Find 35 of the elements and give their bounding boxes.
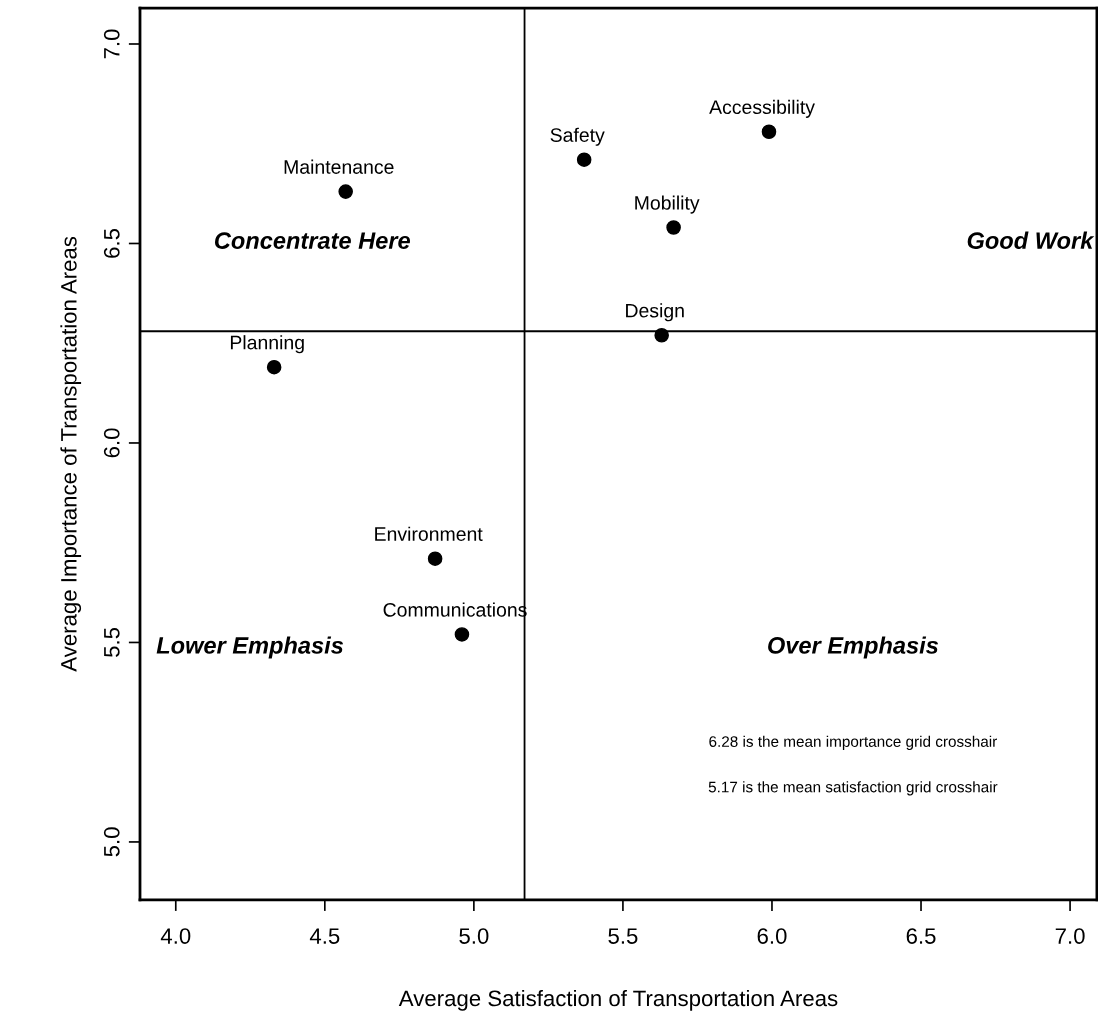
x-tick-label: 5.5 — [608, 928, 638, 944]
annotation: Lower Emphasis — [156, 636, 344, 659]
x-tick-label: 6.0 — [757, 928, 787, 944]
annotation: 6.28 is the mean importance grid crosshair — [709, 735, 998, 750]
y-tick-label: 5.5 — [104, 627, 120, 658]
annotation: Good Work — [967, 231, 1095, 249]
series-label: Accessibility — [709, 99, 815, 118]
point — [338, 184, 353, 199]
x-tick-label: 4.0 — [160, 928, 191, 944]
x-tick-label: 6.5 — [906, 928, 936, 944]
series-label: Planning — [230, 335, 304, 354]
series-label: Environment — [375, 526, 483, 541]
point — [454, 627, 470, 642]
annotation: 5.17 is the mean satisfaction grid crosshair — [708, 781, 998, 796]
series-label: Design — [626, 303, 684, 322]
point — [654, 327, 669, 343]
series-label: Maintenance — [284, 159, 394, 174]
annotation: Concentrate Here — [214, 232, 410, 249]
y-tick-label: 6.0 — [103, 428, 120, 458]
y-axis-title: Average Importance of Transportation Areas — [60, 236, 82, 672]
y-tick-label: 5.0 — [103, 827, 120, 857]
x-tick-label: 4.5 — [309, 928, 340, 944]
point — [427, 551, 443, 566]
series-label: Safety — [550, 127, 605, 146]
point — [266, 359, 282, 375]
point — [666, 220, 681, 235]
x-axis-title: Average Satisfaction of Transportation Areas — [398, 989, 838, 1011]
annotation: Over Emphasis — [768, 636, 939, 659]
y-tick-label: 7.0 — [103, 29, 120, 59]
x-tick-label: 7.0 — [1055, 928, 1085, 944]
y-tick-label: 6.5 — [103, 228, 120, 258]
series-label: Mobility — [635, 195, 700, 214]
point — [576, 152, 592, 167]
x-tick-label: 5.0 — [459, 928, 489, 944]
point — [761, 124, 777, 140]
